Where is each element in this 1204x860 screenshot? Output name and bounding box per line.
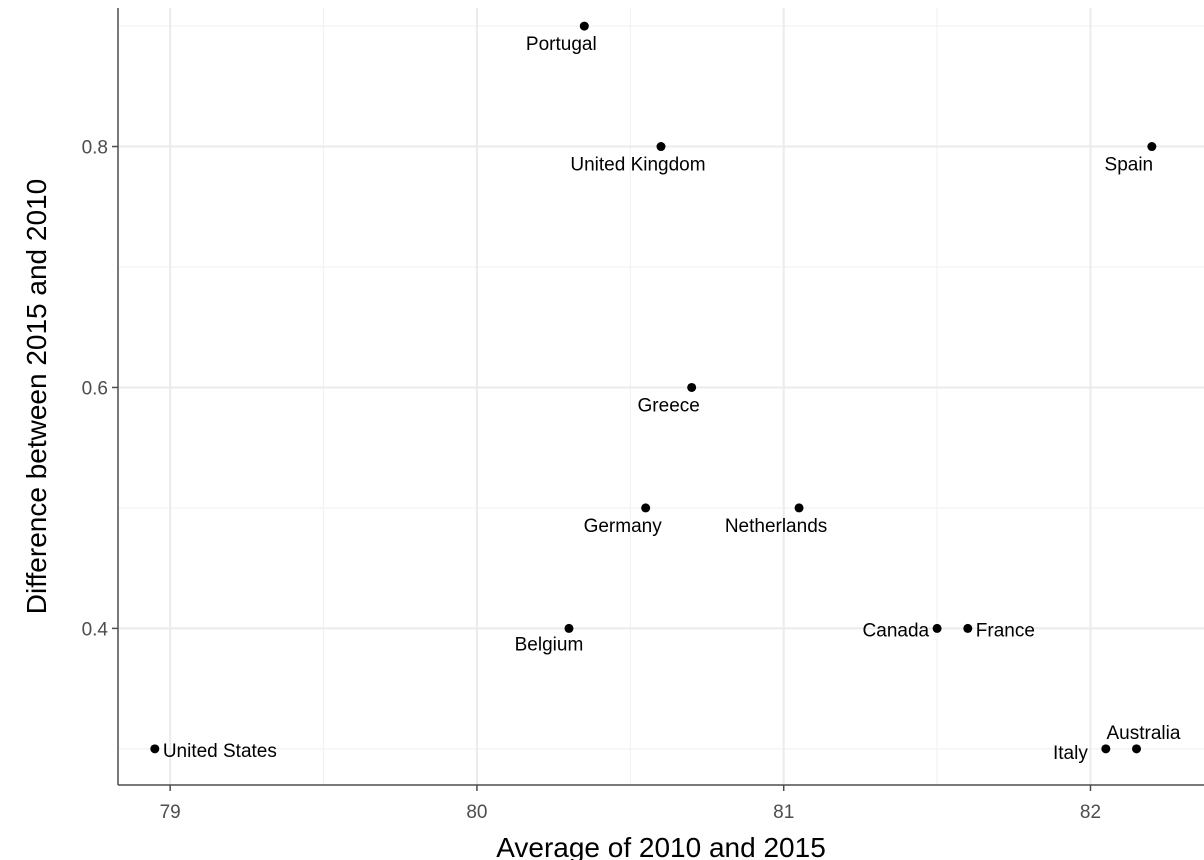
point-france [963, 623, 973, 633]
point-greece [687, 382, 697, 392]
y-tick-label: 0.4 [82, 619, 109, 640]
axes [112, 8, 1204, 791]
y-tick-label: 0.6 [82, 378, 108, 399]
point-label: Australia [1107, 723, 1181, 744]
point-label: United Kingdom [570, 155, 705, 176]
x-tick-label: 81 [773, 802, 794, 823]
point-united-kingdom [656, 142, 666, 152]
point-australia [1132, 744, 1142, 754]
point-label: Italy [1053, 743, 1088, 764]
x-tick-label: 80 [466, 802, 487, 823]
point-canada [932, 623, 942, 633]
point-germany [641, 503, 651, 513]
point-label: Portugal [526, 34, 597, 55]
point-label: Belgium [515, 634, 584, 655]
point-label: Netherlands [725, 516, 827, 537]
x-tick-label: 82 [1080, 802, 1101, 823]
tick-labels: 79 80 81 82 0.4 0.6 0.8 [82, 138, 1101, 823]
point-label: Greece [638, 395, 700, 416]
point-label: France [976, 620, 1035, 641]
point-italy [1101, 744, 1111, 754]
point-spain [1147, 142, 1157, 152]
point-label: Canada [863, 620, 930, 641]
y-tick-label: 0.8 [82, 138, 108, 159]
point-portugal [579, 21, 589, 31]
y-axis-title: Difference between 2015 and 2010 [21, 179, 52, 614]
data-points: Portugal United Kingdom Spain Greece Germany… [150, 21, 1181, 764]
point-label: Germany [584, 516, 663, 537]
point-label: United States [163, 741, 277, 762]
point-belgium [564, 623, 574, 633]
x-axis-title: Average of 2010 and 2015 [496, 832, 826, 860]
point-united-states [150, 744, 160, 754]
point-label: Spain [1105, 155, 1154, 176]
x-tick-label: 79 [160, 802, 181, 823]
point-netherlands [794, 503, 804, 513]
